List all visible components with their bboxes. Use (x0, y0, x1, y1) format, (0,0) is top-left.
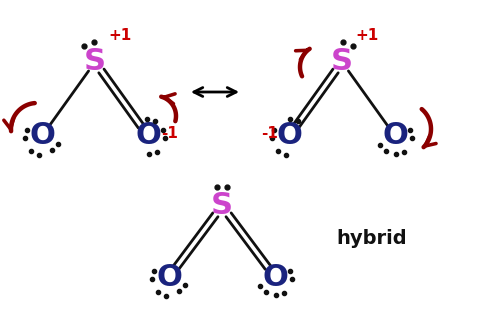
Text: O: O (382, 122, 408, 151)
Text: -1: -1 (261, 125, 278, 141)
Text: -1: -1 (161, 125, 178, 141)
Text: O: O (29, 122, 55, 151)
Text: O: O (135, 122, 161, 151)
Text: S: S (331, 48, 353, 76)
Text: O: O (276, 122, 302, 151)
Text: hybrid: hybrid (337, 229, 408, 249)
Text: +1: +1 (108, 28, 131, 43)
Text: O: O (262, 262, 288, 292)
Text: +1: +1 (355, 28, 378, 43)
Text: O: O (156, 262, 182, 292)
Text: S: S (84, 48, 106, 76)
Text: S: S (211, 191, 233, 221)
